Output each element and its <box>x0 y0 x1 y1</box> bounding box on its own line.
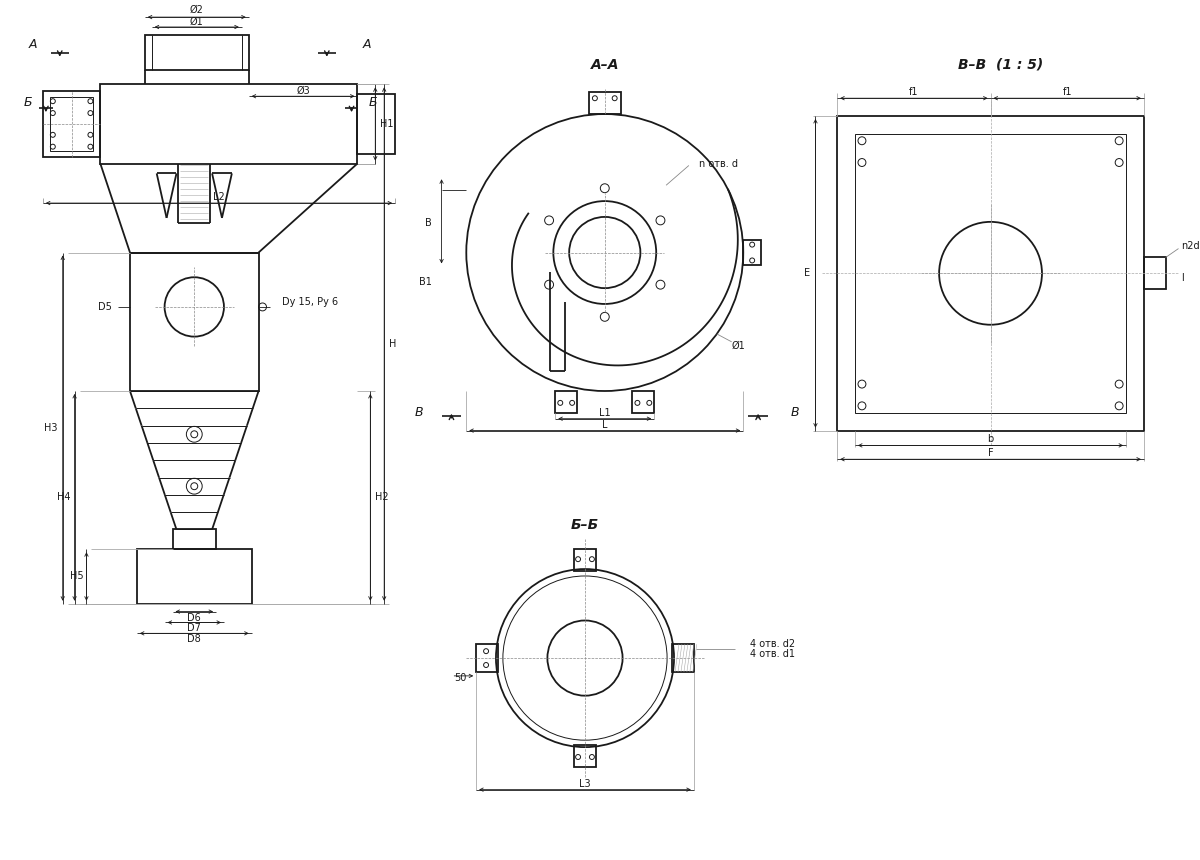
Text: f1: f1 <box>910 87 919 97</box>
Bar <box>574 745 596 767</box>
Bar <box>130 253 258 391</box>
Bar <box>145 35 248 70</box>
Bar <box>1144 257 1165 289</box>
Bar <box>137 550 252 604</box>
Text: Б: Б <box>368 95 378 108</box>
Bar <box>358 95 395 154</box>
Text: L: L <box>602 420 607 430</box>
Bar <box>476 644 498 672</box>
Bar <box>574 550 596 571</box>
Bar <box>743 240 761 266</box>
Text: f1: f1 <box>1062 87 1072 97</box>
Text: b: b <box>988 434 994 445</box>
Text: l: l <box>1182 273 1184 283</box>
Text: Ø3: Ø3 <box>296 85 310 95</box>
Bar <box>632 391 654 413</box>
Text: B: B <box>425 218 432 228</box>
Text: H4: H4 <box>58 492 71 502</box>
Bar <box>838 116 1144 431</box>
Text: L1: L1 <box>599 408 611 418</box>
Text: А: А <box>29 39 37 52</box>
Text: А: А <box>364 39 372 52</box>
Text: H2: H2 <box>376 492 389 502</box>
Bar <box>173 530 216 550</box>
Bar <box>556 391 577 413</box>
Text: E: E <box>804 268 810 279</box>
Text: Dy 15, Py 6: Dy 15, Py 6 <box>282 297 338 307</box>
Bar <box>43 91 101 157</box>
Text: n отв. d: n отв. d <box>698 158 738 169</box>
Text: B1: B1 <box>419 277 432 287</box>
Text: D5: D5 <box>98 302 112 312</box>
Text: 4 отв. d2: 4 отв. d2 <box>750 639 796 649</box>
Text: Ø1: Ø1 <box>732 341 745 351</box>
Bar <box>101 84 358 163</box>
Bar <box>672 644 694 672</box>
Text: А–А: А–А <box>590 58 619 71</box>
Text: F: F <box>988 448 994 458</box>
Text: Ø2: Ø2 <box>190 5 204 15</box>
Text: В: В <box>791 406 799 420</box>
Text: L3: L3 <box>580 778 590 789</box>
Text: L2: L2 <box>214 192 224 202</box>
Text: H1: H1 <box>380 119 394 129</box>
Text: H5: H5 <box>70 572 84 581</box>
Text: Б–Б: Б–Б <box>571 518 599 531</box>
Text: Б: Б <box>24 95 32 108</box>
Text: 4 отв. d1: 4 отв. d1 <box>750 649 796 659</box>
Bar <box>589 92 620 114</box>
Text: В–В  (1 : 5): В–В (1 : 5) <box>958 58 1043 71</box>
Text: n2d: n2d <box>1182 241 1200 250</box>
Text: H: H <box>389 339 396 349</box>
Text: H3: H3 <box>44 423 58 433</box>
Bar <box>856 134 1126 413</box>
Bar <box>50 97 94 150</box>
Text: D6: D6 <box>187 612 202 623</box>
Text: D7: D7 <box>187 624 202 634</box>
Text: В: В <box>414 406 424 420</box>
Text: D8: D8 <box>187 635 202 644</box>
Text: Ø1: Ø1 <box>190 17 204 27</box>
Text: 50: 50 <box>454 673 467 683</box>
